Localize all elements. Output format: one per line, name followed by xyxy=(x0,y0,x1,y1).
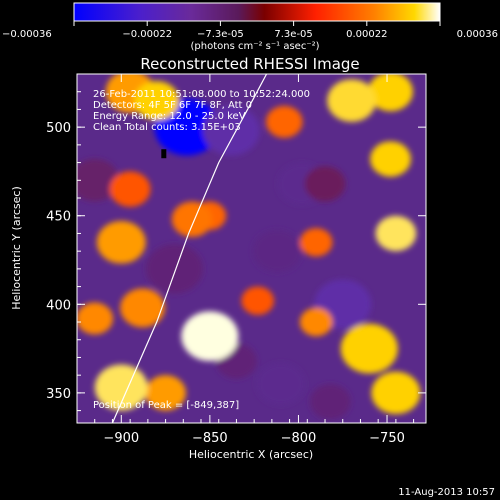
heatmap-blob xyxy=(134,81,180,121)
info-line-energy: Energy Range: 12.0 - 25.0 keV xyxy=(93,111,246,122)
colorbar-ticks: −0.00036 −0.00022 −7.3e-05 7.3e-05 0.00022 0.… xyxy=(2,21,498,40)
colorbar-tick-label: 7.3e-05 xyxy=(274,29,312,40)
x-tick-label: −900 xyxy=(103,431,139,446)
y-tick-label: 500 xyxy=(46,121,71,136)
heatmap-blob xyxy=(145,375,186,411)
heatmap-blobs xyxy=(77,74,421,420)
x-tick-label: −800 xyxy=(281,431,317,446)
heatmap-blob xyxy=(96,221,146,264)
heatmap-blob xyxy=(299,228,333,257)
heatmap-blob xyxy=(256,362,306,406)
heatmap-blob xyxy=(327,79,377,122)
heatmap-blob xyxy=(304,166,346,202)
y-tick-label: 350 xyxy=(46,387,71,402)
heatmap-blob xyxy=(145,244,203,294)
heatmap-blob xyxy=(77,302,114,335)
info-block: 26-Feb-2011 10:51:08.000 to 10:52:24.000… xyxy=(93,89,310,133)
heatmap-blob xyxy=(241,286,274,315)
colorbar-unit-label: (photons cm⁻² s⁻¹ asec⁻²) xyxy=(190,41,319,52)
x-axis-label: Heliocentric X (arcsec) xyxy=(189,448,313,461)
colorbar xyxy=(73,2,441,22)
peak-marker xyxy=(161,149,167,159)
heatmap-blob xyxy=(202,105,260,156)
heatmap-blob xyxy=(368,74,413,112)
peak-position-label: Position of Peak = [-849,387] xyxy=(93,400,239,411)
y-axis-label: Heliocentric Y (arcsec) xyxy=(10,186,23,310)
colorbar-tick-label: 0.00022 xyxy=(346,29,387,40)
heatmap-blob xyxy=(375,215,417,252)
x-axis-ticks: −900 −850 −800 −750 xyxy=(76,74,415,446)
info-line-time: 26-Feb-2011 10:51:08.000 to 10:52:24.000 xyxy=(93,89,310,100)
heatmap-blob xyxy=(309,384,351,420)
colorbar-tick-label: −0.00022 xyxy=(122,29,172,40)
heatmap-blob xyxy=(120,288,165,328)
colorbar-tick-label: −0.00036 xyxy=(2,29,52,40)
heatmap-blob xyxy=(109,171,151,207)
heatmap-blob xyxy=(371,371,421,415)
solar-limb-curve xyxy=(111,74,268,423)
info-line-detectors: Detectors: 4F 5F 6F 7F 8F, Att 0 xyxy=(93,100,252,111)
colorbar-tick-label: 0.00036 xyxy=(457,29,498,40)
footer-date: 11-Aug-2013 10:57 xyxy=(398,487,495,498)
heatmap-blob xyxy=(94,364,148,411)
heatmap-blob xyxy=(340,323,398,374)
plot-frame xyxy=(76,73,427,424)
x-tick-label: −750 xyxy=(369,431,405,446)
heatmap-blob xyxy=(77,159,120,202)
info-line-clean: Clean Total counts: 3.15E+03 xyxy=(93,122,241,133)
heatmap-blob xyxy=(171,201,213,237)
heatmap-blob xyxy=(299,307,333,337)
y-tick-label: 400 xyxy=(46,298,71,313)
y-tick-label: 450 xyxy=(46,210,71,225)
colorbar-tick-label: −7.3e-05 xyxy=(197,29,244,40)
heatmap-region xyxy=(77,74,426,423)
heatmap-blob xyxy=(252,229,302,273)
x-tick-label: −850 xyxy=(192,431,228,446)
y-axis-ticks: 350 400 450 500 xyxy=(46,73,426,412)
heatmap-blob xyxy=(265,105,303,138)
heatmap-blob xyxy=(181,311,239,361)
heatmap-blob xyxy=(370,141,411,177)
chart-title: Reconstructed RHESSI Image xyxy=(140,55,359,73)
